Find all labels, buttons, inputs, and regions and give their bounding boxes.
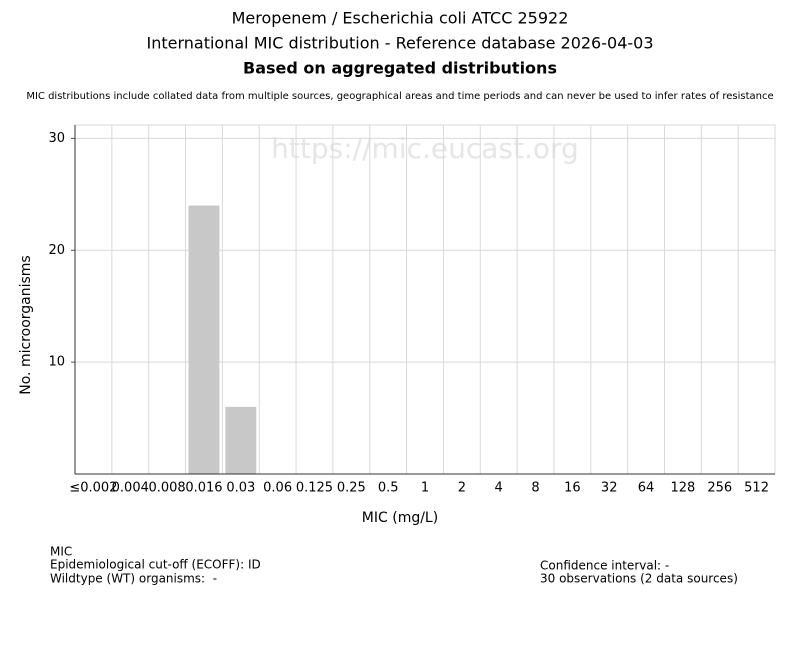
x-tick-label: 0.06 <box>263 481 292 496</box>
watermark: https://mic.eucast.org <box>271 132 579 165</box>
y-tick-label: 30 <box>48 131 65 146</box>
x-tick-label: 0.03 <box>226 481 255 496</box>
bar <box>188 205 220 475</box>
footer-left: Wildtype (WT) organisms: - <box>50 572 217 586</box>
x-tick-label: 64 <box>638 481 655 496</box>
bar <box>225 406 257 474</box>
x-tick-label: 0.5 <box>378 481 399 496</box>
x-tick-label: 0.125 <box>296 481 333 496</box>
x-tick-label: 0.004 <box>112 481 149 496</box>
chart-title: Meropenem / Escherichia coli ATCC 25922 <box>232 9 569 28</box>
x-tick-label: 256 <box>707 481 732 496</box>
y-tick-label: 20 <box>48 243 65 258</box>
footer-right: 30 observations (2 data sources) <box>540 572 738 586</box>
x-tick-label: 128 <box>670 481 695 496</box>
x-tick-label: 512 <box>744 481 769 496</box>
y-axis-label: No. microorganisms <box>18 255 34 394</box>
x-tick-label: 16 <box>564 481 581 496</box>
x-tick-label: 0.016 <box>185 481 222 496</box>
x-axis-label: MIC (mg/L) <box>362 510 438 526</box>
x-tick-label: 32 <box>601 481 618 496</box>
plot-frame <box>74 124 776 475</box>
y-tick-label: 10 <box>48 355 65 370</box>
x-tick-label: 2 <box>458 481 466 496</box>
footer-left: Epidemiological cut-off (ECOFF): ID <box>50 558 261 572</box>
chart-subtitle: International MIC distribution - Referen… <box>146 34 653 53</box>
x-tick-label: 0.25 <box>337 481 366 496</box>
x-tick-label: ≤0.002 <box>69 481 117 496</box>
chart-note: MIC distributions include collated data … <box>26 91 773 102</box>
x-tick-label: 8 <box>531 481 539 496</box>
chart-heading: Based on aggregated distributions <box>243 59 557 78</box>
x-tick-label: 1 <box>421 481 429 496</box>
x-tick-label: 0.008 <box>148 481 185 496</box>
x-tick-label: 4 <box>495 481 503 496</box>
footer-right: Confidence interval: - <box>540 559 669 573</box>
footer-left: MIC <box>50 545 72 559</box>
